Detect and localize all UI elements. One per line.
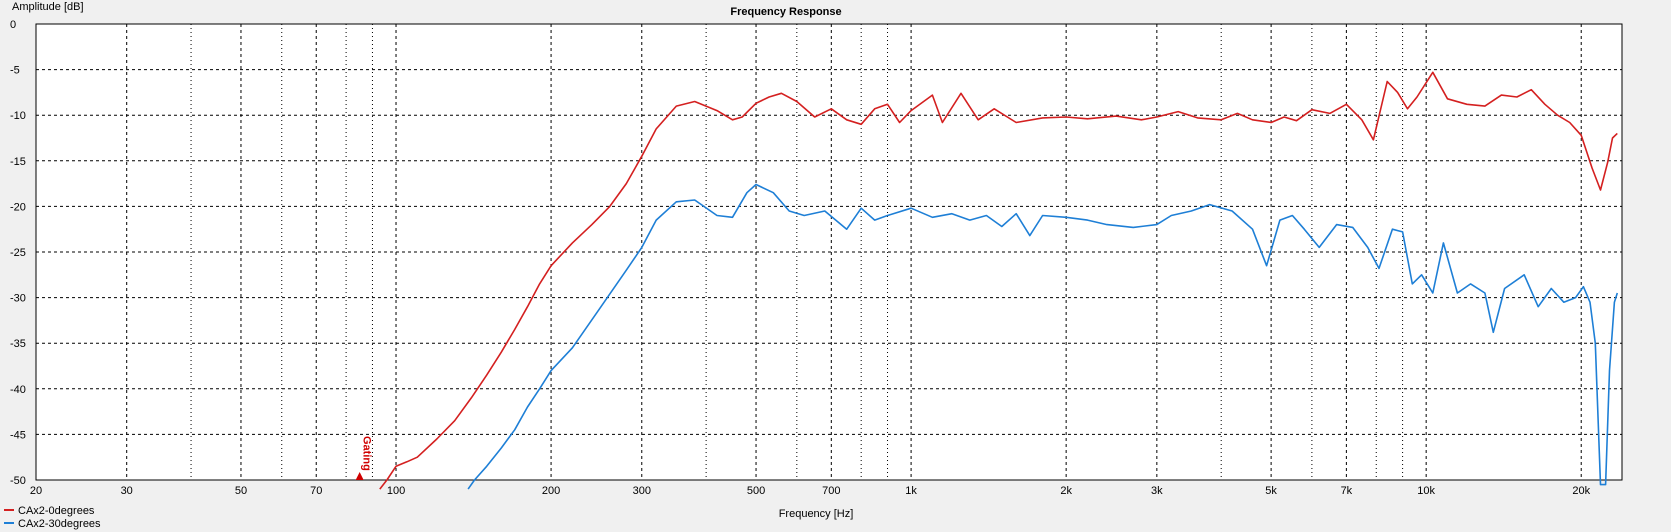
y-tick-label: -15 — [10, 156, 26, 168]
x-axis-label: Frequency [Hz] — [779, 508, 854, 520]
x-tick-label: 2k — [1060, 485, 1072, 497]
series-layer — [379, 71, 1619, 490]
legend-label: CAx2-0degrees — [18, 505, 95, 517]
x-tick-label: 300 — [633, 485, 651, 497]
x-tick-label: 500 — [747, 485, 765, 497]
x-tick-label: 700 — [822, 485, 840, 497]
x-tick-label: 70 — [310, 485, 322, 497]
gating-label: Gating — [361, 436, 373, 471]
y-tick-label: -45 — [10, 429, 26, 441]
x-tick-label: 20k — [1572, 485, 1590, 497]
series-line-0 — [379, 71, 1618, 490]
x-tick-label: 3k — [1151, 485, 1163, 497]
annotation-layer: Gating — [355, 436, 373, 480]
y-tick-labels: 0 -5 -10 -15 -20 -25 -30 -35 -40 -45 -50 — [10, 19, 26, 487]
chart-title: Frequency Response — [730, 6, 841, 18]
gating-marker — [355, 472, 364, 480]
x-tick-label: 50 — [235, 485, 247, 497]
y-tick-label: -20 — [10, 201, 26, 213]
y-tick-label: -5 — [10, 65, 20, 77]
minor-gridlines — [190, 24, 1404, 480]
x-tick-label: 1k — [905, 485, 917, 497]
y-tick-label: -40 — [10, 384, 26, 396]
series-line-1 — [467, 183, 1619, 490]
y-tick-label: -30 — [10, 293, 26, 305]
x-tick-label: 100 — [387, 485, 405, 497]
x-tick-label: 30 — [121, 485, 133, 497]
x-tick-label: 5k — [1265, 485, 1277, 497]
x-tick-label: 7k — [1341, 485, 1353, 497]
x-tick-label: 200 — [542, 485, 560, 497]
y-tick-label: -10 — [10, 110, 26, 122]
legend-label: CAx2-30degrees — [18, 518, 101, 530]
y-axis-label: Amplitude [dB] — [12, 1, 84, 13]
x-tick-label: 10k — [1417, 485, 1435, 497]
y-tick-label: -35 — [10, 338, 26, 350]
x-tick-label: 20 — [30, 485, 42, 497]
x-tick-labels: 20 30 50 70 100 200 300 500 700 1k 2k 3k 5k 7k 10k 20k — [30, 485, 1591, 497]
y-tick-label: 0 — [10, 19, 16, 31]
y-tick-label: -25 — [10, 247, 26, 259]
y-tick-label: -50 — [10, 475, 26, 487]
